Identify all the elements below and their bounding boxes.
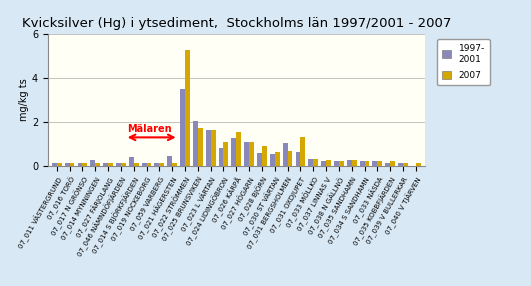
Bar xyxy=(57,162,62,166)
Bar xyxy=(232,138,236,166)
Bar xyxy=(198,128,203,166)
Bar xyxy=(257,153,262,166)
Bar xyxy=(372,161,378,166)
Bar xyxy=(347,160,352,166)
Bar xyxy=(193,121,198,166)
Legend: 1997-
2001, 2007: 1997- 2001, 2007 xyxy=(437,39,490,86)
Bar xyxy=(90,160,95,166)
Bar xyxy=(211,130,216,166)
Bar xyxy=(364,161,370,166)
Bar xyxy=(309,159,313,166)
Y-axis label: mg/kg ts: mg/kg ts xyxy=(19,79,29,122)
Bar xyxy=(108,163,113,166)
Bar xyxy=(244,142,249,166)
Bar xyxy=(167,156,172,166)
Bar xyxy=(206,130,211,166)
Bar xyxy=(142,162,147,166)
Bar xyxy=(301,137,305,166)
Bar xyxy=(116,163,121,166)
Bar xyxy=(185,50,190,166)
Bar xyxy=(219,148,224,166)
Bar xyxy=(321,162,326,166)
Bar xyxy=(326,160,331,166)
Bar xyxy=(352,160,357,166)
Bar xyxy=(159,163,164,166)
Bar xyxy=(65,163,70,166)
Bar xyxy=(275,152,280,166)
Bar xyxy=(129,157,134,166)
Bar xyxy=(359,161,364,166)
Bar xyxy=(95,163,100,166)
Bar xyxy=(378,162,382,166)
Title: Kvicksilver (Hg) i ytsediment,  Stockholms län 1997/2001 - 2007: Kvicksilver (Hg) i ytsediment, Stockholm… xyxy=(22,17,451,30)
Bar xyxy=(296,152,301,166)
Bar xyxy=(82,163,87,166)
Bar xyxy=(398,163,403,166)
Bar xyxy=(236,132,241,166)
Bar xyxy=(172,162,177,166)
Bar xyxy=(224,142,228,166)
Bar xyxy=(416,163,421,166)
Bar xyxy=(313,159,318,166)
Bar xyxy=(121,163,126,166)
Bar xyxy=(70,162,74,166)
Bar xyxy=(262,146,267,166)
Text: Mälaren: Mälaren xyxy=(127,124,172,134)
Bar xyxy=(180,89,185,166)
Bar xyxy=(134,163,139,166)
Bar xyxy=(339,161,344,166)
Bar xyxy=(155,163,159,166)
Bar xyxy=(103,163,108,166)
Bar xyxy=(403,162,408,166)
Bar xyxy=(249,142,254,166)
Bar xyxy=(386,162,390,166)
Bar xyxy=(52,163,57,166)
Bar xyxy=(390,161,395,166)
Bar xyxy=(78,163,82,166)
Bar xyxy=(270,154,275,166)
Bar xyxy=(282,143,288,166)
Bar xyxy=(334,161,339,166)
Bar xyxy=(288,150,293,166)
Bar xyxy=(147,163,151,166)
